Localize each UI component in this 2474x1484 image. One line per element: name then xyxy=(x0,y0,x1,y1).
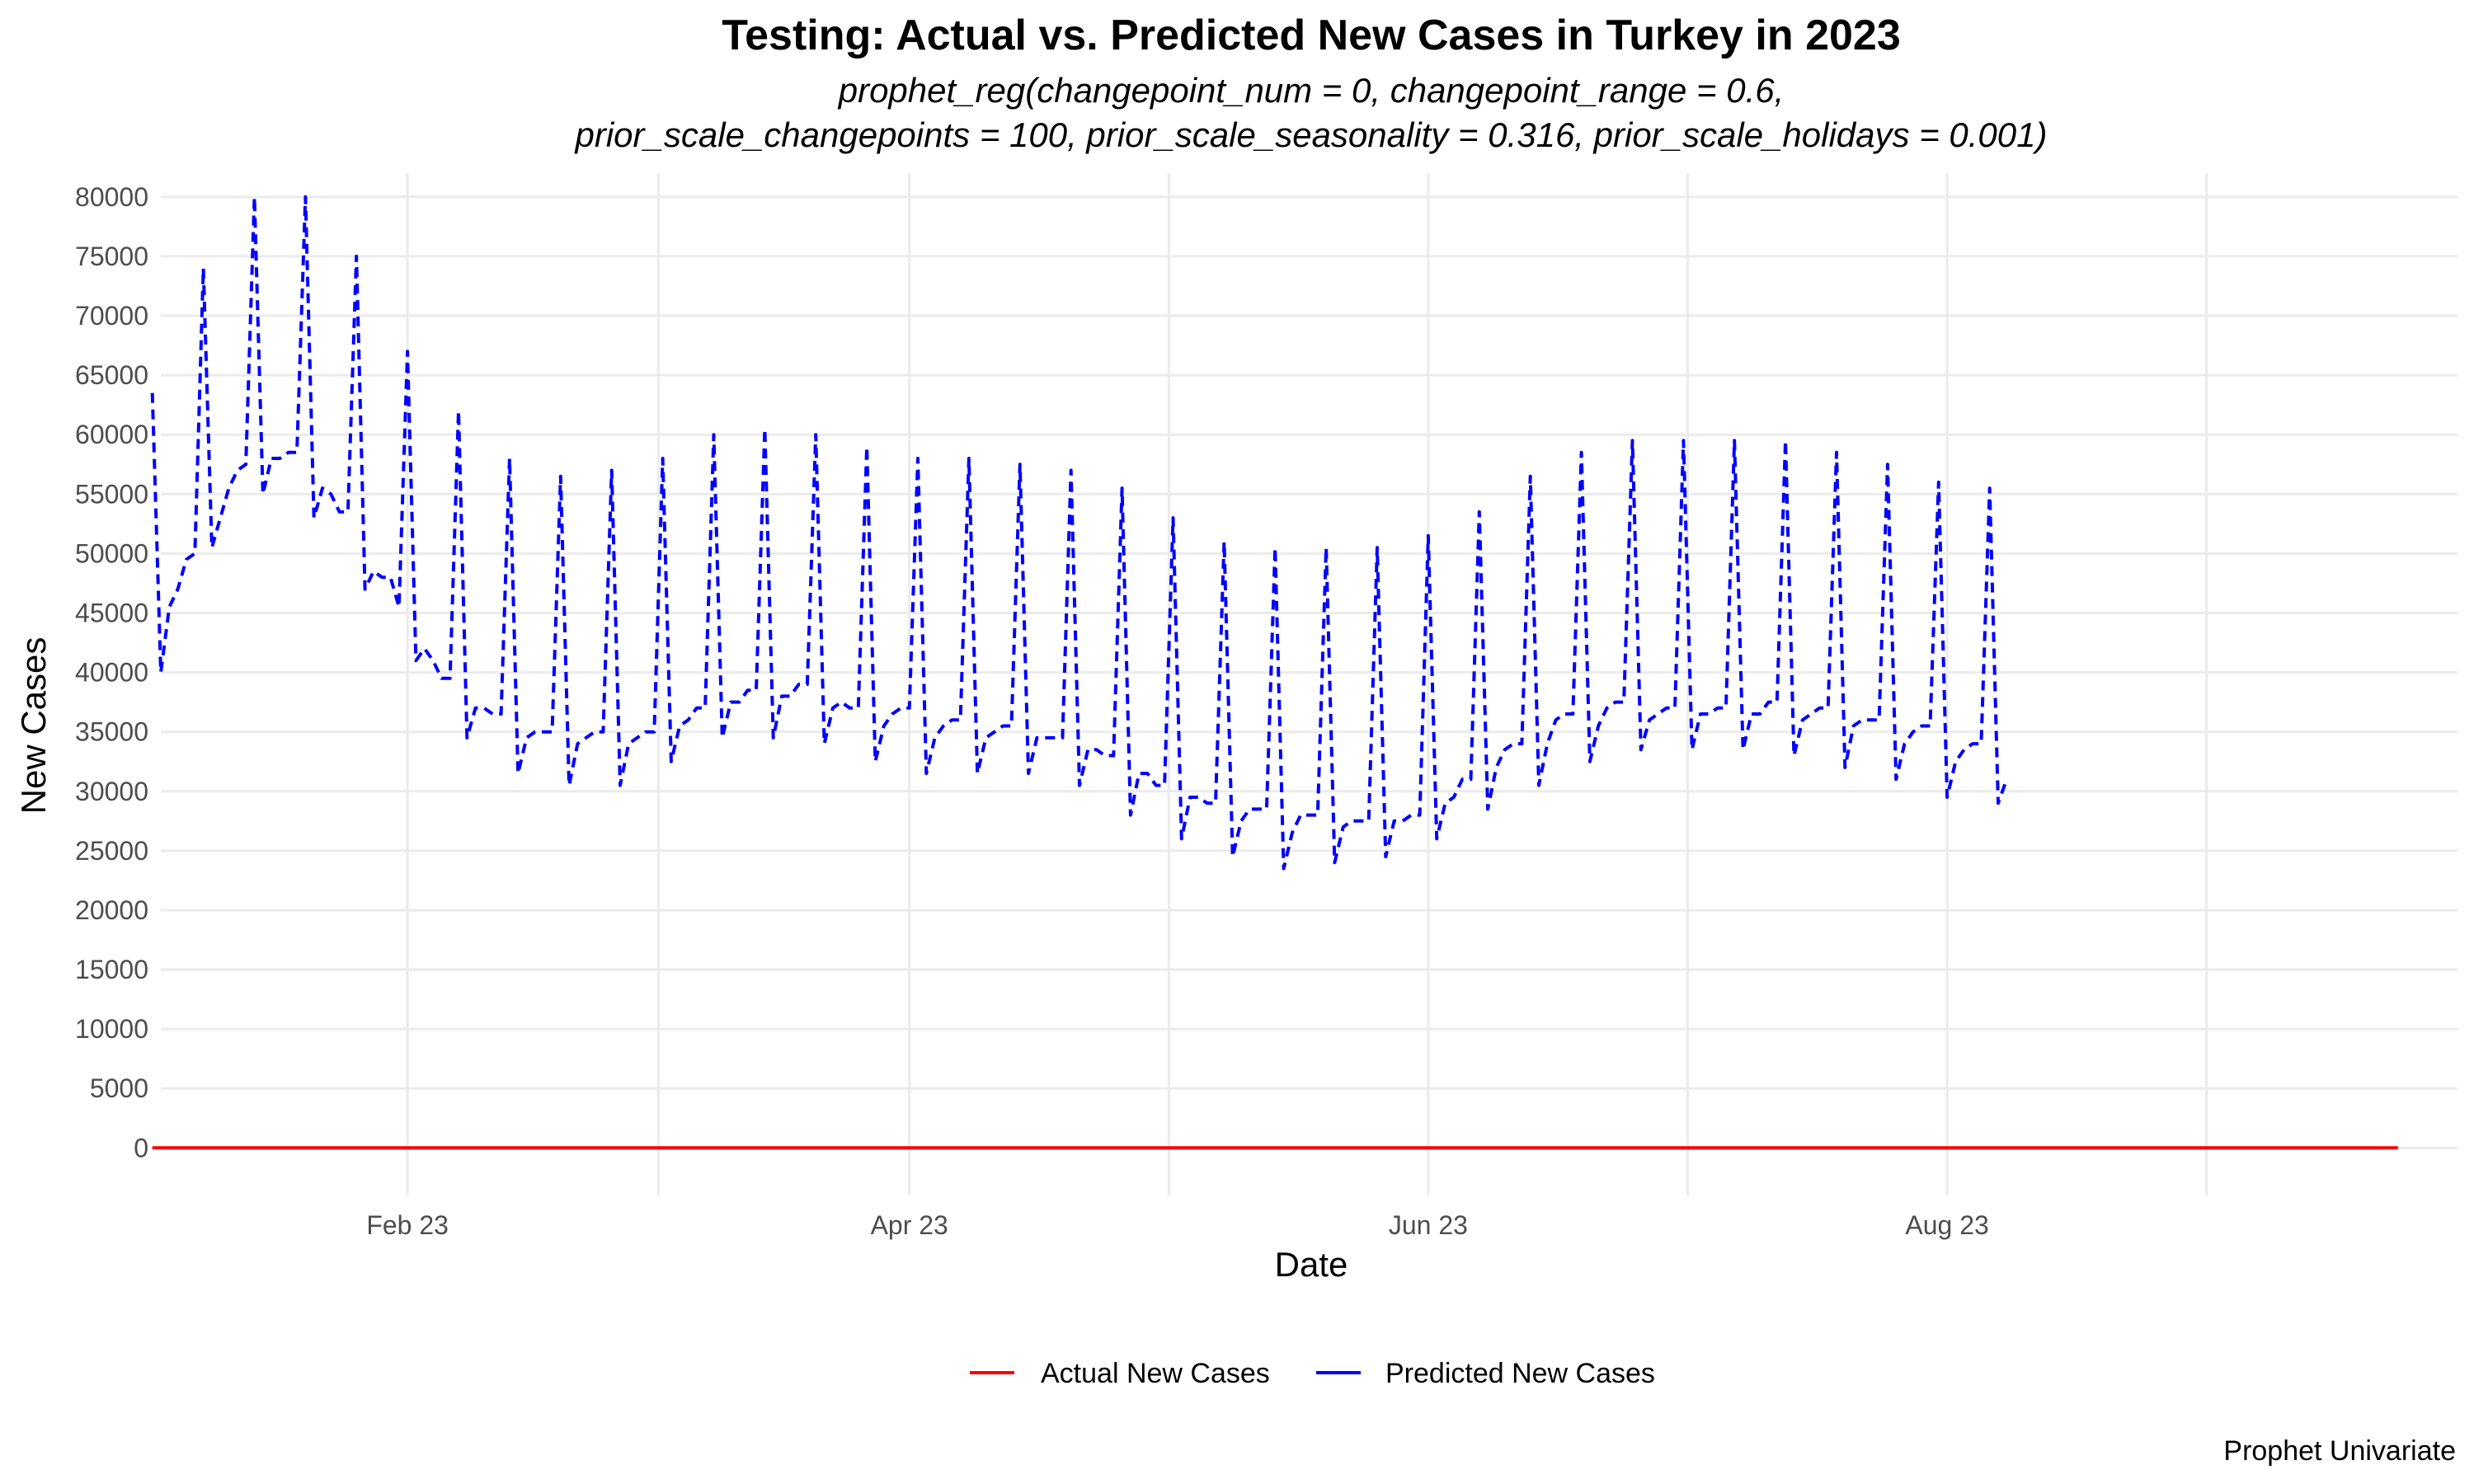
y-tick-label: 40000 xyxy=(75,658,148,688)
legend-label-predicted: Predicted New Cases xyxy=(1385,1358,1655,1389)
y-tick-label: 80000 xyxy=(75,182,148,212)
y-tick-label: 60000 xyxy=(75,420,148,449)
plot-grid xyxy=(161,173,2458,1195)
x-tick-label: Jun 23 xyxy=(1389,1210,1468,1240)
y-tick-label: 10000 xyxy=(75,1014,148,1044)
series-line-predicted-new-cases xyxy=(150,195,2009,871)
y-axis-ticks: 0 5000 10000 15000 20000 25000 30000 35000 40000… xyxy=(75,182,148,1162)
legend: Actual New Cases Predicted New Cases xyxy=(970,1358,1655,1389)
y-tick-label: 15000 xyxy=(75,955,148,984)
x-tick-label: Apr 23 xyxy=(871,1210,948,1240)
y-axis-title: New Cases xyxy=(14,637,53,815)
chart-caption: Prophet Univariate xyxy=(2223,1435,2456,1467)
y-tick-label: 5000 xyxy=(90,1073,148,1103)
legend-label-actual: Actual New Cases xyxy=(1041,1358,1270,1389)
y-tick-label: 20000 xyxy=(75,895,148,925)
y-tick-label: 45000 xyxy=(75,598,148,627)
chart-subtitle-line-1: prophet_reg(changepoint_num = 0, changep… xyxy=(837,71,1785,110)
chart-title: Testing: Actual vs. Predicted New Cases … xyxy=(722,12,1901,59)
y-tick-label: 65000 xyxy=(75,360,148,390)
x-axis-title: Date xyxy=(1275,1245,1348,1284)
chart-subtitle-line-2: prior_scale_changepoints = 100, prior_sc… xyxy=(574,115,2048,154)
y-tick-label: 30000 xyxy=(75,777,148,806)
y-tick-label: 70000 xyxy=(75,301,148,331)
y-tick-label: 0 xyxy=(134,1133,148,1162)
y-tick-label: 35000 xyxy=(75,717,148,747)
y-tick-label: 55000 xyxy=(75,479,148,509)
x-tick-label: Feb 23 xyxy=(366,1210,449,1240)
x-tick-label: Aug 23 xyxy=(1905,1210,1988,1240)
y-tick-label: 75000 xyxy=(75,242,148,271)
series-layer xyxy=(150,195,2398,1150)
y-tick-label: 25000 xyxy=(75,836,148,866)
y-tick-label: 50000 xyxy=(75,538,148,568)
x-axis-ticks: Feb 23 Apr 23 Jun 23 Aug 23 xyxy=(366,1210,1989,1240)
